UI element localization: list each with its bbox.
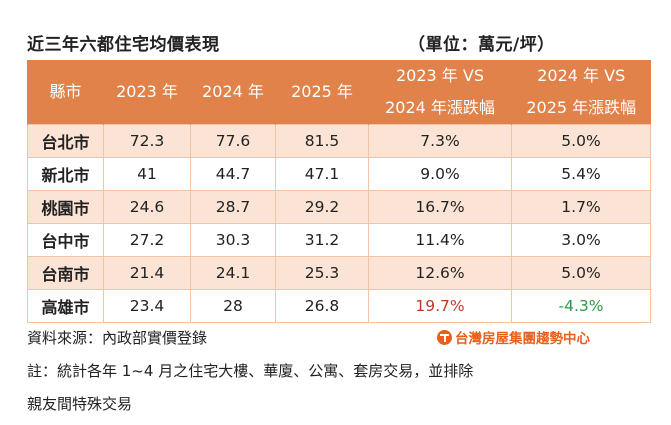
change-2024-2025: 1.7% (511, 190, 651, 224)
table-row: 新北市 41 44.7 47.1 9.0% 5.4% (27, 157, 651, 191)
value-2024: 28.7 (190, 190, 276, 224)
source-note: 資料來源：內政部實價登錄 (27, 329, 208, 347)
header-2023: 2023 年 (103, 60, 191, 125)
change-2023-2024: 11.4% (368, 223, 512, 257)
price-table: 縣市 2023 年 2024 年 2025 年 2023 年 VS 2024 年漲… (27, 60, 651, 323)
change-2024-2025: 5.4% (511, 157, 651, 191)
change-2024-2025: 5.0% (511, 256, 651, 290)
table-row: 台南市 21.4 24.1 25.3 12.6% 5.0% (27, 256, 651, 290)
value-2023: 27.2 (103, 223, 191, 257)
city-cell: 台中市 (27, 223, 104, 257)
value-2023: 24.6 (103, 190, 191, 224)
footnote-line-1: 註：統計各年 1~4 月之住宅大樓、華廈、公寓、套房交易，並排除 (27, 362, 474, 380)
header-line: 2023 年 VS (396, 66, 484, 85)
value-2025: 29.2 (275, 190, 369, 224)
header-change-2023-2024: 2023 年 VS 2024 年漲跌幅 (368, 60, 512, 125)
city-cell: 台北市 (27, 124, 104, 158)
table-row: 桃園市 24.6 28.7 29.2 16.7% 1.7% (27, 190, 651, 224)
change-2023-2024: 7.3% (368, 124, 512, 158)
logo: 台灣房屋集團趨勢中心 (437, 327, 590, 347)
city-cell: 桃園市 (27, 190, 104, 224)
city-cell: 新北市 (27, 157, 104, 191)
change-2024-2025: 3.0% (511, 223, 651, 257)
value-2024: 24.1 (190, 256, 276, 290)
value-2024: 30.3 (190, 223, 276, 257)
value-2024: 44.7 (190, 157, 276, 191)
header-change-2024-2025: 2024 年 VS 2025 年漲跌幅 (511, 60, 651, 125)
value-2023: 21.4 (103, 256, 191, 290)
value-2023: 41 (103, 157, 191, 191)
logo-icon (437, 329, 452, 345)
unit-label: （單位：萬元/坪） (408, 35, 555, 55)
value-2025: 47.1 (275, 157, 369, 191)
logo-text: 台灣房屋集團趨勢中心 (455, 331, 590, 347)
value-2023: 72.3 (103, 124, 191, 158)
value-2023: 23.4 (103, 289, 191, 323)
value-2025: 25.3 (275, 256, 369, 290)
footnote-line-2: 親友間特殊交易 (27, 395, 133, 413)
value-2025: 31.2 (275, 223, 369, 257)
city-cell: 高雄市 (27, 289, 104, 323)
table-row: 高雄市 23.4 28 26.8 19.7% -4.3% (27, 289, 651, 323)
value-2025: 81.5 (275, 124, 369, 158)
change-2023-2024: 12.6% (368, 256, 512, 290)
table-title: 近三年六都住宅均價表現 (27, 35, 220, 55)
change-2024-2025: -4.3% (511, 289, 651, 323)
table-row: 台中市 27.2 30.3 31.2 11.4% 3.0% (27, 223, 651, 257)
city-cell: 台南市 (27, 256, 104, 290)
value-2024: 28 (190, 289, 276, 323)
value-2024: 77.6 (190, 124, 276, 158)
header-2024: 2024 年 (190, 60, 276, 125)
header-line: 2025 年漲跌幅 (526, 98, 637, 117)
header-row: 縣市 2023 年 2024 年 2025 年 2023 年 VS 2024 年漲… (27, 60, 651, 125)
change-2023-2024: 19.7% (368, 289, 512, 323)
change-2024-2025: 5.0% (511, 124, 651, 158)
header-line: 2024 年漲跌幅 (385, 98, 495, 117)
change-2023-2024: 16.7% (368, 190, 512, 224)
header-city: 縣市 (27, 60, 104, 125)
table-row: 台北市 72.3 77.6 81.5 7.3% 5.0% (27, 124, 651, 158)
header-line: 2024 年 VS (537, 66, 626, 85)
header-2025: 2025 年 (275, 60, 369, 125)
change-2023-2024: 9.0% (368, 157, 512, 191)
value-2025: 26.8 (275, 289, 369, 323)
